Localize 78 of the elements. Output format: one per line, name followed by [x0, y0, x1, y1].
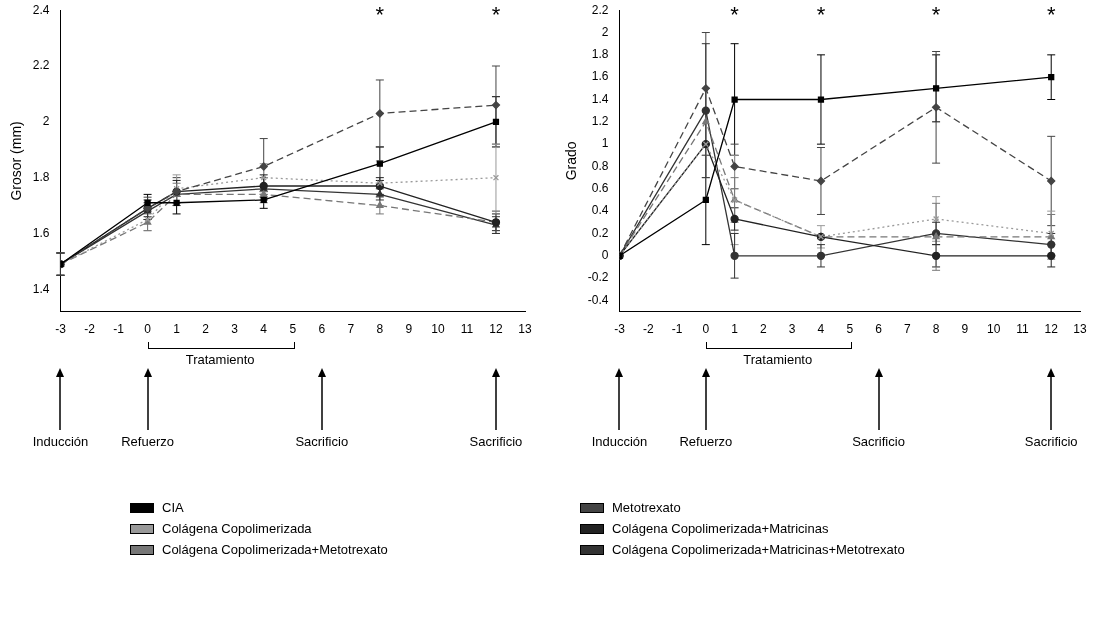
- y-tick-label: 1.6: [32, 225, 50, 240]
- x-tick-label: 0: [702, 322, 710, 337]
- y-tick-label: 2: [601, 24, 609, 39]
- x-tick-label: 8: [932, 322, 940, 337]
- y-tick-label: -0.4: [587, 292, 609, 307]
- x-tick-label: 7: [347, 322, 355, 337]
- y-tick-label: 2.2: [32, 58, 50, 73]
- y-axis-title: Grosor (mm): [8, 121, 25, 201]
- legend-label: CIA: [162, 500, 184, 515]
- y-tick-label: 1.4: [591, 91, 609, 106]
- x-tick-label: 6: [318, 322, 326, 337]
- y-tick-label: 1.8: [591, 47, 609, 62]
- x-tick-label: 3: [231, 322, 239, 337]
- y-tick-label: -0.2: [587, 270, 609, 285]
- y-tick-label: 0.8: [591, 158, 609, 173]
- text: Sacrificio: [295, 434, 349, 449]
- x-tick-label: -1: [671, 322, 683, 337]
- x-tick-label: 13: [1073, 322, 1087, 337]
- text: Tratamiento: [743, 352, 813, 367]
- y-tick-label: 0: [601, 248, 609, 263]
- x-tick-label: 10: [986, 322, 1001, 337]
- y-tick-label: 1.6: [591, 69, 609, 84]
- y-tick-label: 2.2: [591, 2, 609, 17]
- text: Sacrificio: [469, 434, 523, 449]
- y-tick-label: 1.2: [591, 114, 609, 129]
- x-tick-label: 6: [875, 322, 883, 337]
- y-tick-label: 0.6: [591, 181, 609, 196]
- x-tick-label: 12: [1044, 322, 1059, 337]
- annotation: *: [931, 2, 941, 28]
- x-tick-label: 2: [202, 322, 210, 337]
- x-tick-label: -1: [113, 322, 125, 337]
- x-tick-label: 3: [788, 322, 796, 337]
- y-tick-label: 1: [601, 136, 609, 151]
- y-tick-label: 0.4: [591, 203, 609, 218]
- x-tick-label: -3: [614, 322, 626, 337]
- x-tick-label: 9: [405, 322, 413, 337]
- x-tick-label: 11: [460, 322, 474, 337]
- x-tick-label: -2: [84, 322, 96, 337]
- text: Refuerzo: [121, 434, 174, 449]
- text: Tratamiento: [185, 352, 255, 367]
- text: Sacrificio: [852, 434, 905, 449]
- x-tick-label: 0: [144, 322, 152, 337]
- annotation: *: [816, 2, 826, 28]
- x-tick-label: 7: [903, 322, 911, 337]
- y-axis-title: Grado: [563, 141, 580, 181]
- x-tick-label: 5: [289, 322, 297, 337]
- annotation: *: [375, 2, 385, 28]
- x-tick-label: 5: [846, 322, 854, 337]
- text: Inducción: [591, 434, 648, 449]
- y-tick-label: 1.8: [32, 169, 50, 184]
- text: Refuerzo: [679, 434, 733, 449]
- x-tick-label: 4: [260, 322, 268, 337]
- x-tick-label: 10: [431, 322, 445, 337]
- x-tick-label: 4: [817, 322, 825, 337]
- y-tick-label: 1.4: [32, 281, 50, 296]
- y-tick-label: 0.2: [591, 225, 609, 240]
- legend-label: Metotrexato: [612, 500, 681, 515]
- x-tick-label: 9: [961, 322, 969, 337]
- x-tick-label: 1: [731, 322, 739, 337]
- x-tick-label: 11: [1016, 322, 1029, 337]
- x-tick-label: 13: [518, 322, 532, 337]
- annotation: *: [730, 2, 739, 28]
- x-tick-label: -2: [642, 322, 654, 337]
- x-tick-label: 8: [376, 322, 384, 337]
- annotation: *: [1046, 2, 1056, 28]
- annotation: *: [491, 2, 501, 28]
- legend-label: Colágena Copolimerizada+Matricinas+Metotrexato: [612, 542, 905, 557]
- text: Inducción: [32, 434, 89, 449]
- x-tick-label: 12: [489, 322, 503, 337]
- legend-label: Colágena Copolimerizada: [162, 521, 312, 536]
- legend-label: Colágena Copolimerizada+Matricinas: [612, 521, 829, 536]
- legend-label: Colágena Copolimerizada+Metotrexato: [162, 542, 388, 557]
- text: Sacrificio: [1024, 434, 1078, 449]
- y-tick-label: 2.4: [32, 2, 50, 17]
- x-tick-label: -3: [55, 322, 67, 337]
- x-tick-label: 2: [760, 322, 768, 337]
- y-tick-label: 2: [42, 114, 50, 129]
- x-tick-label: 1: [173, 322, 181, 337]
